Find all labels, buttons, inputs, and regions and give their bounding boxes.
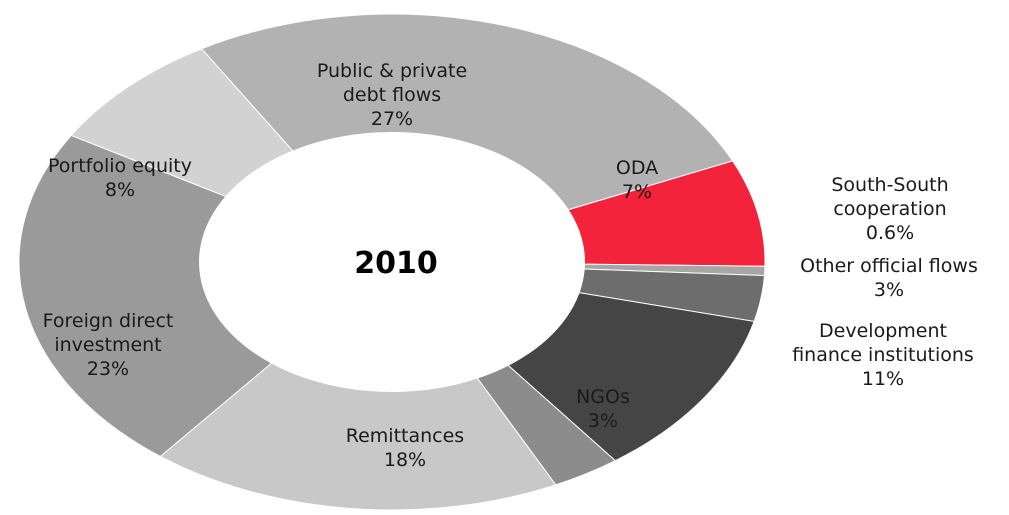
donut-hole [199,132,585,392]
slice-label-other-official-flows: Other official flows 3% [800,255,978,301]
center-year-label: 2010 [354,246,438,281]
slice-label-oda: ODA 7% [616,157,658,203]
slice-label-south-south: South-South cooperation 0.6% [831,174,948,244]
slice-label-ngos: NGOs 3% [576,386,630,432]
slice-foreign-direct [18,134,393,458]
slice-label-remittances: Remittances 18% [346,425,464,471]
slice-labels: ODA 7% South-South cooperation 0.6% Other off… [43,60,978,471]
slice-public-private [200,13,734,263]
slice-label-portfolio-equity: Portfolio equity 8% [48,155,192,201]
slice-label-foreign-direct: Foreign direct investment 23% [43,310,174,380]
slice-label-public-private: Public & private debt flows 27% [317,60,467,130]
slice-label-development: Development finance institutions 11% [792,320,974,390]
